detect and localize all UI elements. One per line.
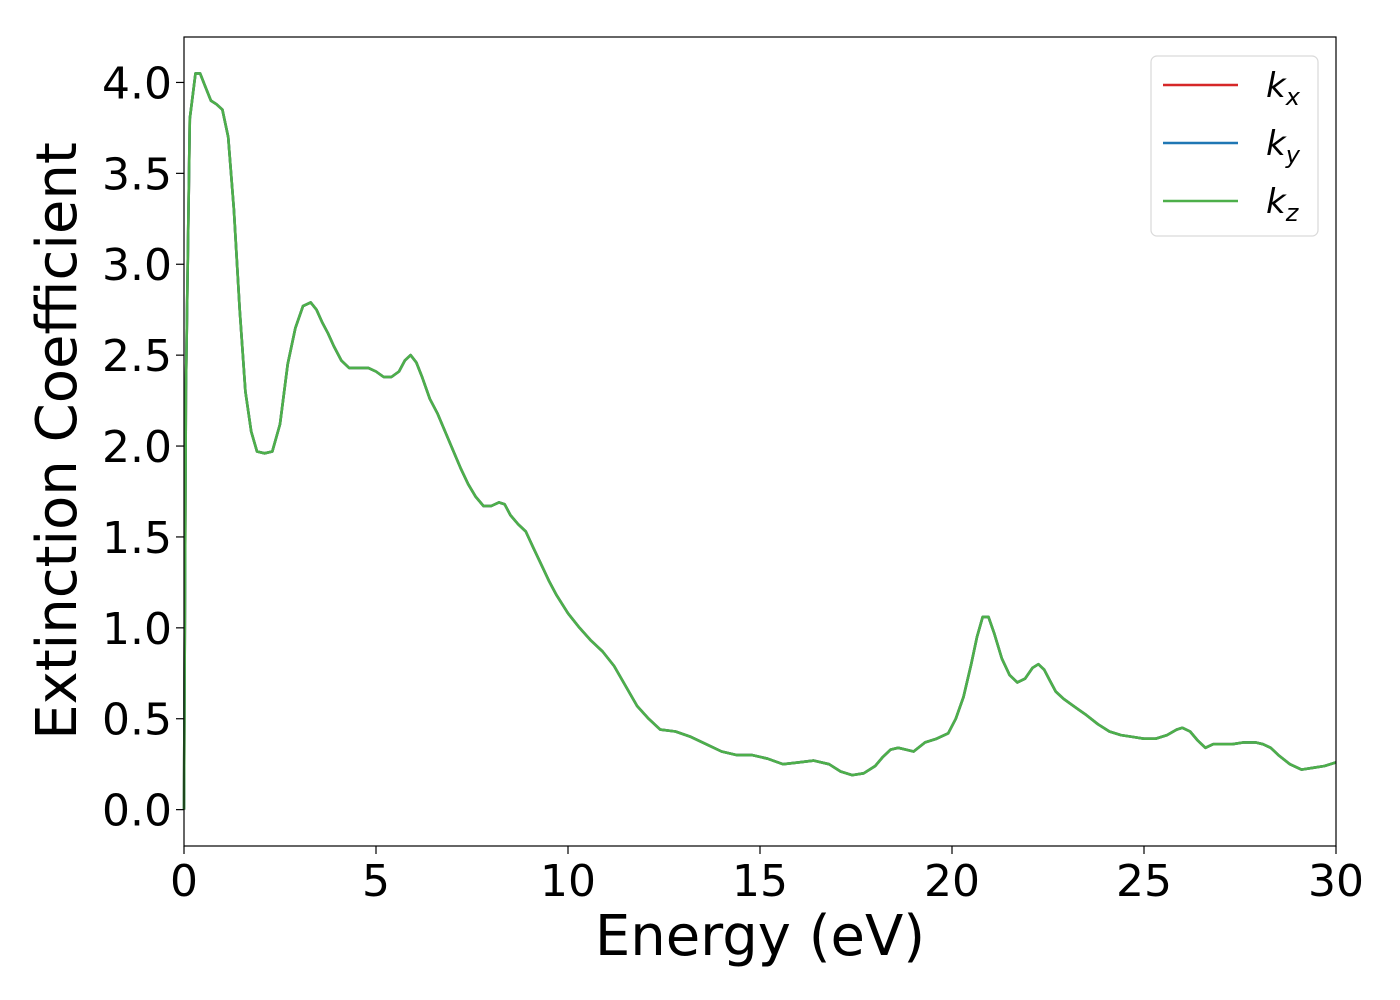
y-tick-label: 0.0 xyxy=(102,786,172,837)
x-tick-label: 15 xyxy=(732,856,788,907)
y-tick-label: 3.5 xyxy=(102,149,172,200)
x-tick-label: 5 xyxy=(362,856,390,907)
y-tick-label: 3.0 xyxy=(102,240,172,291)
legend-frame xyxy=(1150,55,1319,237)
y-tick-label: 2.5 xyxy=(102,331,172,382)
y-tick-label: 2.0 xyxy=(102,422,172,473)
x-axis-title: Energy (eV) xyxy=(595,904,925,969)
y-axis-title: Extinction Coefficient xyxy=(25,142,90,740)
x-tick-label: 10 xyxy=(540,856,596,907)
x-tick-label: 25 xyxy=(1116,856,1172,907)
legend-label-kz: kz xyxy=(1266,182,1300,227)
y-tick-label: 1.5 xyxy=(102,513,172,564)
legend-label-kx: kx xyxy=(1266,66,1301,111)
y-tick-label: 1.0 xyxy=(102,604,172,655)
axis-ticks: 0 5 10 15 20 25 30 0.0 0.5 1.0 1.5 2.0 2.5 3.0 3.5 4.0 xyxy=(102,58,1364,907)
y-tick-label: 4.0 xyxy=(102,58,172,109)
y-tick-label: 0.5 xyxy=(102,695,172,746)
legend-label-ky: ky xyxy=(1266,124,1301,169)
series-layer xyxy=(182,72,1337,810)
series-line-k_z xyxy=(182,72,1337,810)
x-tick-label: 30 xyxy=(1308,856,1364,907)
legend: kx ky kz xyxy=(1150,55,1319,237)
x-tick-label: 20 xyxy=(924,856,980,907)
x-tick-label: 0 xyxy=(170,856,198,907)
